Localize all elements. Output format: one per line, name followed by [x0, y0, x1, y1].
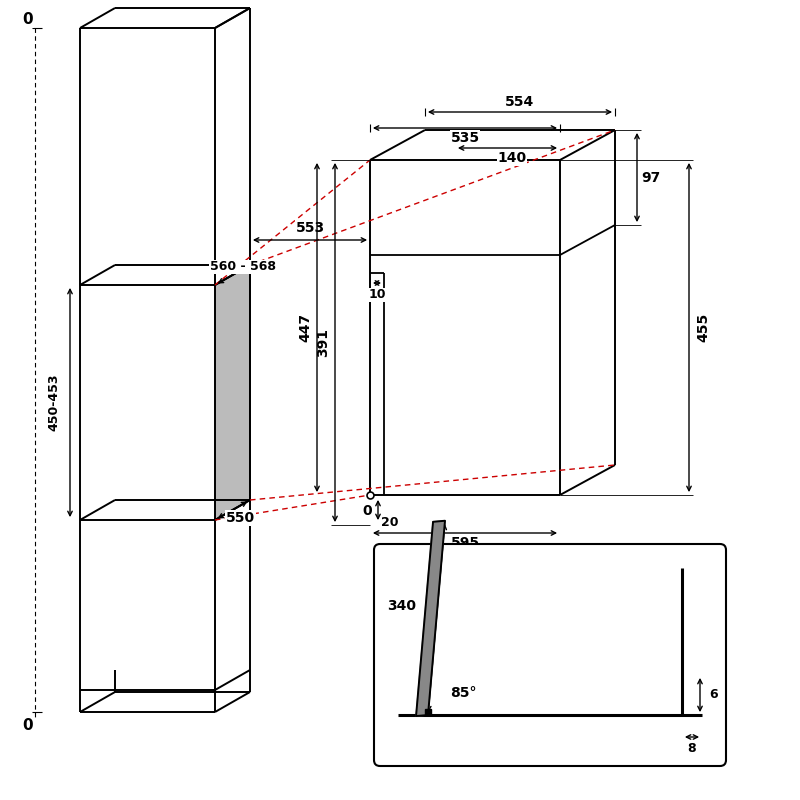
- Text: 550: 550: [226, 511, 255, 525]
- Text: 6: 6: [710, 689, 718, 702]
- Text: 8: 8: [688, 742, 696, 755]
- Text: 595: 595: [450, 536, 479, 550]
- Text: 10: 10: [368, 289, 386, 302]
- Text: 391: 391: [316, 328, 330, 357]
- Text: 0: 0: [22, 13, 34, 27]
- Polygon shape: [416, 521, 445, 716]
- Text: 455: 455: [696, 313, 710, 342]
- Text: 450-453: 450-453: [47, 374, 61, 431]
- Text: 0: 0: [22, 718, 34, 734]
- Text: 0: 0: [362, 504, 372, 518]
- Text: 97: 97: [642, 170, 661, 185]
- Text: 554: 554: [506, 95, 534, 109]
- Text: 340: 340: [387, 599, 416, 613]
- Polygon shape: [215, 265, 250, 520]
- Text: 20: 20: [382, 517, 398, 530]
- Text: 560 - 568: 560 - 568: [210, 261, 275, 274]
- Text: 85°: 85°: [450, 686, 476, 700]
- Text: 535: 535: [450, 131, 479, 145]
- Text: 553: 553: [295, 221, 325, 235]
- FancyBboxPatch shape: [374, 544, 726, 766]
- Text: 140: 140: [498, 151, 526, 165]
- Bar: [425, 709, 431, 715]
- Text: 447: 447: [298, 313, 312, 342]
